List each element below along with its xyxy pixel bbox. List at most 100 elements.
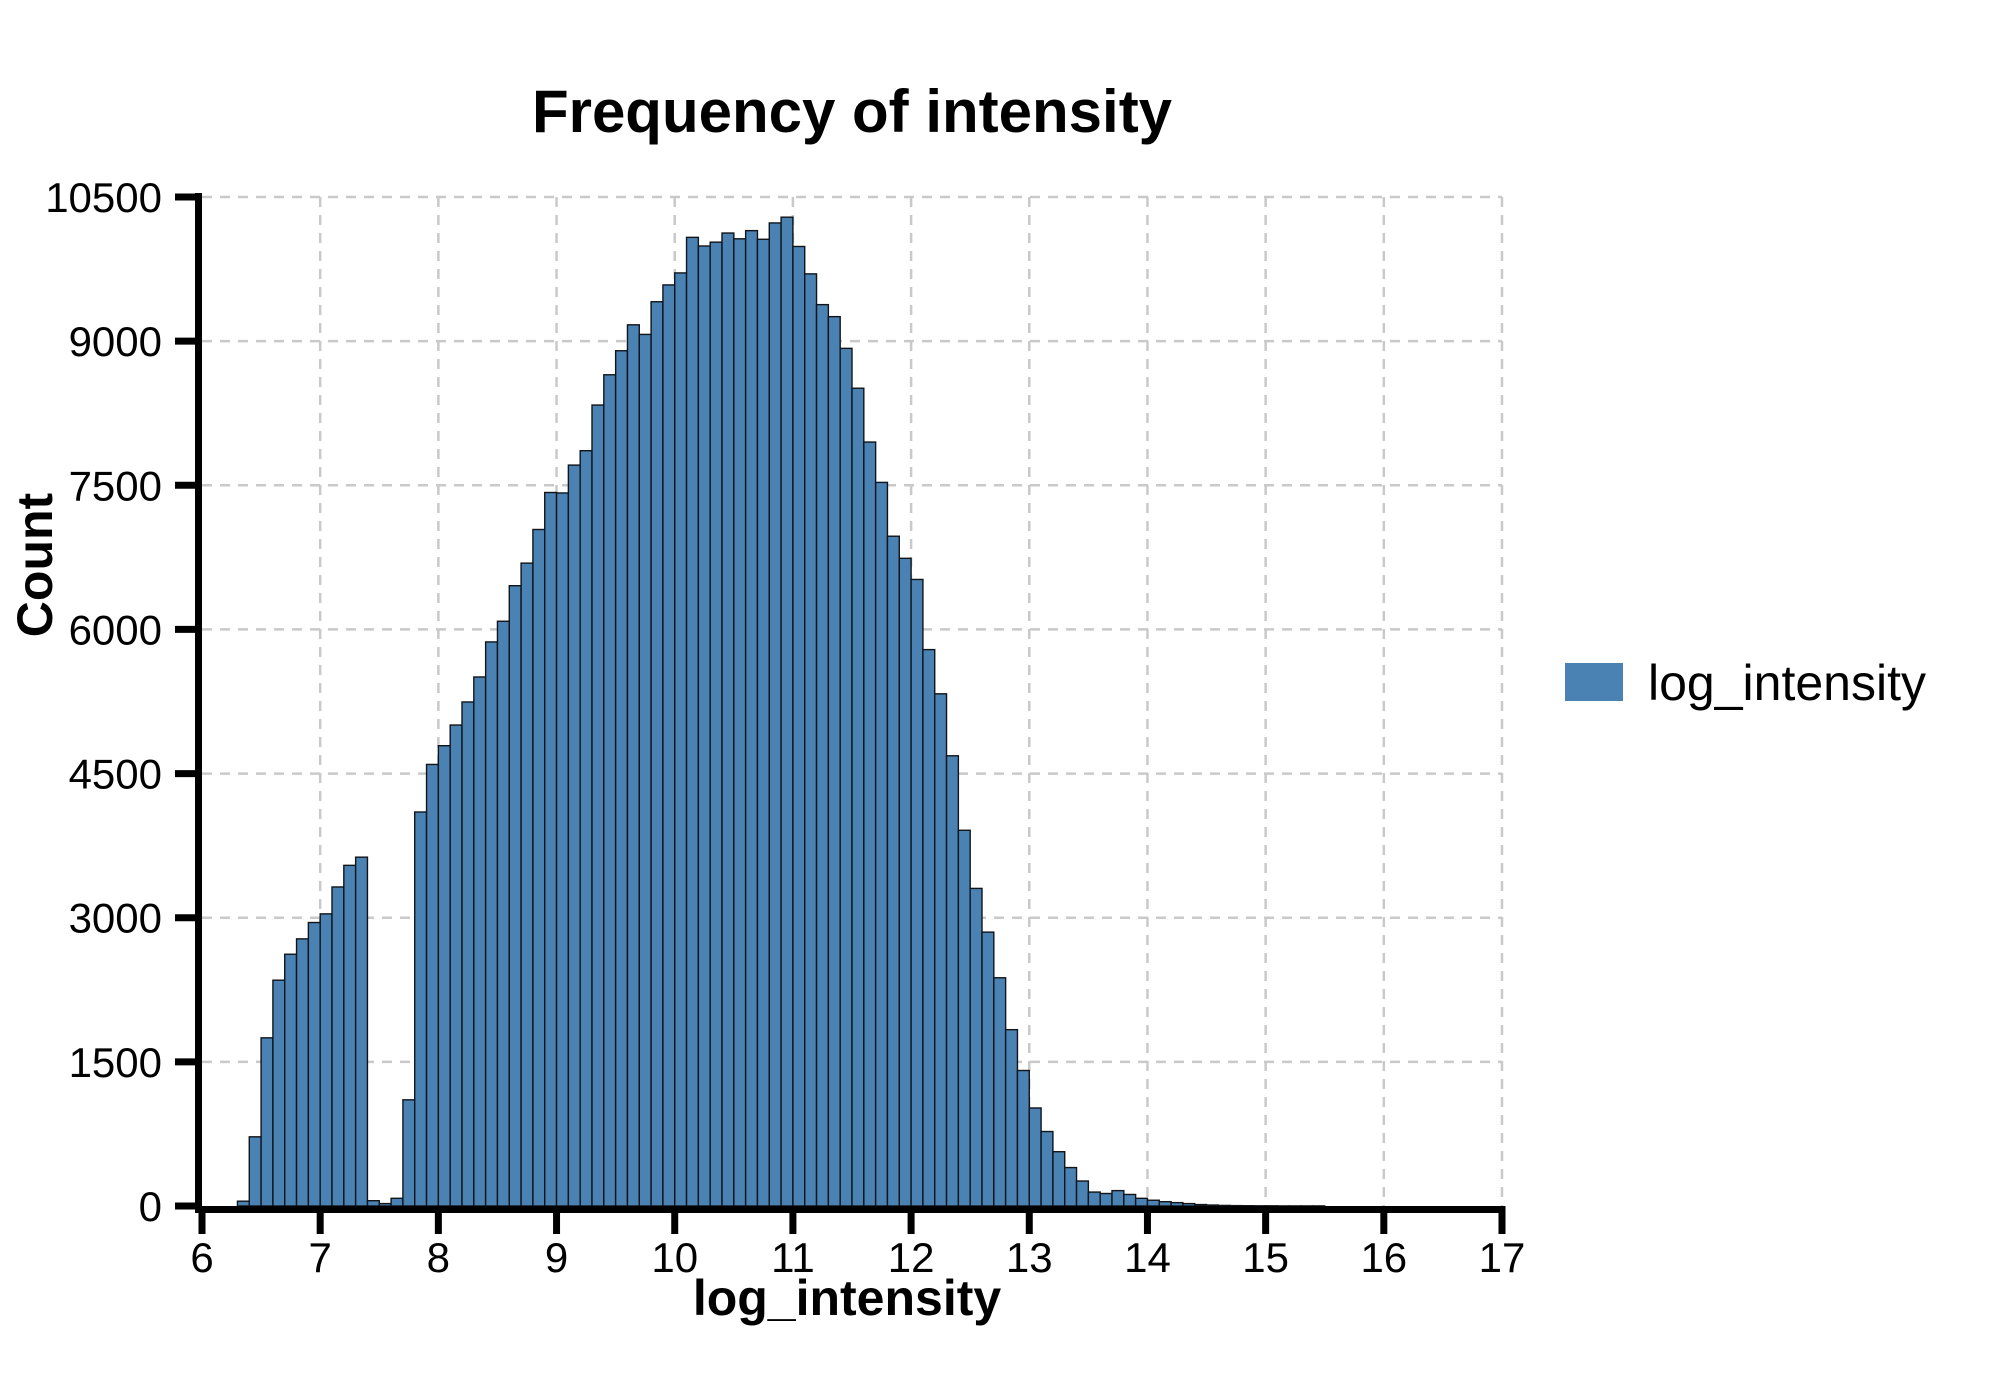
histogram-bar [390, 1197, 404, 1207]
histogram-bar [1123, 1193, 1137, 1207]
legend-swatch [1565, 663, 1623, 701]
histogram-bar [945, 755, 960, 1207]
x-tick-labels: 6 7 8 9 10 11 12 13 14 15 16 17 [190, 1234, 1525, 1281]
x-tick-label: 10 [651, 1234, 698, 1281]
histogram-bar [272, 979, 286, 1207]
histogram-bar [804, 273, 818, 1207]
histogram-bar [1205, 1204, 1220, 1207]
x-tick-label: 13 [1006, 1234, 1053, 1281]
x-tick-label: 8 [427, 1234, 450, 1281]
x-tick-label: 17 [1479, 1234, 1526, 1281]
histogram-bar [437, 745, 451, 1207]
x-tick-label: 16 [1360, 1234, 1407, 1281]
histogram-bar [567, 464, 581, 1207]
histogram-bar [378, 1202, 392, 1207]
x-tick-label: 15 [1242, 1234, 1289, 1281]
y-tick-label: 6000 [69, 606, 162, 653]
histogram-bar [815, 303, 830, 1207]
histogram-bar [650, 301, 664, 1207]
x-tick-label: 6 [190, 1234, 213, 1281]
histogram-bar [922, 648, 936, 1207]
y-tick-labels: 0 1500 3000 4500 6000 7500 9000 10500 [45, 174, 162, 1230]
histogram-bar [1040, 1130, 1054, 1207]
histogram-bar [508, 585, 522, 1207]
histogram-bar [1146, 1199, 1160, 1207]
histogram-bar [248, 1136, 262, 1207]
histogram-bar [1004, 1028, 1019, 1207]
histogram-bar [685, 236, 700, 1207]
histogram-bar [343, 864, 357, 1207]
histogram-bar [461, 701, 475, 1207]
histogram-bar [402, 1099, 416, 1207]
x-tick-label: 11 [771, 1234, 815, 1281]
histogram-bar [414, 811, 428, 1207]
histogram-bar [544, 491, 558, 1207]
histogram-bar [473, 676, 487, 1207]
histogram-bar [969, 887, 983, 1207]
histogram-bar [721, 232, 735, 1207]
histogram-bar [1075, 1180, 1090, 1207]
histogram-bar [319, 913, 333, 1207]
histogram-bar [1028, 1107, 1042, 1207]
y-tick-label: 9000 [69, 318, 162, 365]
histogram-bar [886, 535, 900, 1207]
x-tick-label: 14 [1124, 1234, 1171, 1281]
axes [195, 193, 1506, 1213]
histogram-bar [236, 1200, 250, 1207]
histogram-bar [780, 216, 794, 1207]
histogram-bar [1099, 1192, 1113, 1207]
histogram-bar [993, 977, 1007, 1207]
histogram-bar [1194, 1203, 1208, 1207]
histogram-bars-group [236, 216, 1326, 1208]
histogram-bar [638, 333, 652, 1207]
histogram-bar [756, 238, 770, 1207]
histogram-bar [496, 620, 510, 1207]
histogram-bar [603, 374, 617, 1207]
chart-title: Frequency of intensity [532, 78, 1173, 145]
y-tick-label: 4500 [69, 751, 162, 798]
histogram-bar [744, 229, 759, 1207]
histogram-bar [768, 222, 782, 1207]
histogram-bar [697, 245, 711, 1207]
legend-label: log_intensity [1648, 655, 1926, 711]
histogram-bar [910, 578, 924, 1207]
histogram-bar [863, 441, 877, 1207]
y-tick-label: 1500 [69, 1039, 162, 1086]
histogram-bar [1016, 1069, 1030, 1207]
gridlines [202, 195, 1504, 1206]
histogram-bar [1052, 1151, 1066, 1207]
histogram-bar [934, 693, 948, 1207]
histogram-bar [614, 350, 629, 1207]
histogram-bar [957, 829, 971, 1207]
histogram-bar [898, 557, 912, 1207]
histogram-bar [1170, 1201, 1184, 1207]
histogram-bar [307, 921, 321, 1207]
histogram-bar [579, 449, 593, 1207]
histogram-bar [354, 856, 369, 1207]
histogram-bar [532, 528, 546, 1207]
histogram-bar [851, 387, 865, 1207]
histogram-bar [674, 272, 688, 1207]
histogram-bar [260, 1037, 274, 1207]
histogram-bar [733, 238, 747, 1207]
histogram-bar [1087, 1191, 1101, 1207]
y-axis-label: Count [7, 492, 63, 637]
histogram-bar [709, 241, 723, 1207]
histogram-bar [839, 347, 853, 1207]
histogram-bar [1182, 1202, 1196, 1207]
x-tick-label: 12 [888, 1234, 935, 1281]
histogram-bar [874, 481, 889, 1207]
y-tick-label: 7500 [69, 462, 162, 509]
x-tick-label: 7 [309, 1234, 332, 1281]
histogram-bar [626, 324, 640, 1207]
histogram-bar [331, 886, 345, 1207]
histogram-bar [827, 315, 841, 1207]
y-tick-label: 3000 [69, 895, 162, 942]
histogram-bar [1158, 1200, 1172, 1207]
x-tick-label: 9 [545, 1234, 568, 1281]
histogram-bar [284, 953, 298, 1207]
histogram-bar [1111, 1189, 1125, 1207]
histogram-bar [792, 245, 806, 1207]
